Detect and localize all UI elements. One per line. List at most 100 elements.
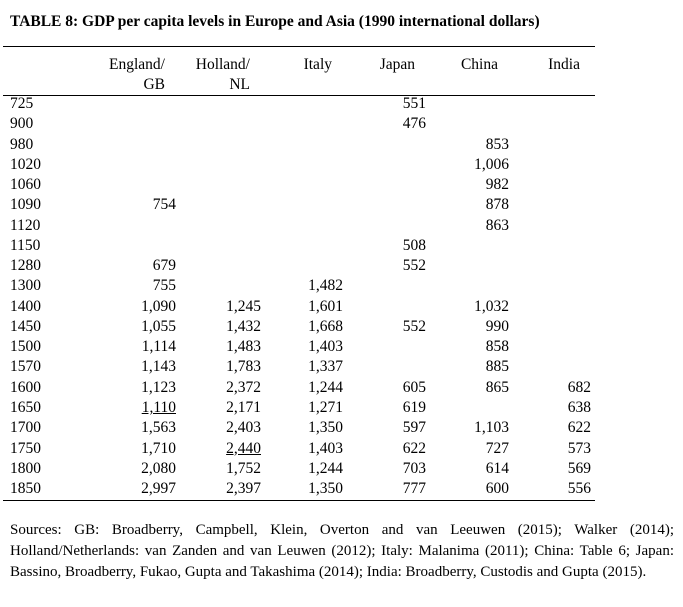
value-cell	[261, 195, 343, 215]
table-row: 1700 1,563 2,403 1,350 597 1,103 622	[0, 418, 591, 438]
year-cell: 1020	[10, 155, 41, 173]
value-cell: 551	[343, 94, 426, 114]
value-cell: 622	[509, 418, 591, 438]
column-header-line: Japan	[379, 56, 415, 73]
table-row: 725 551	[0, 94, 591, 114]
value-text: 2,171	[226, 398, 261, 416]
value-cell	[509, 135, 591, 155]
value-cell	[176, 155, 261, 175]
value-cell	[261, 94, 343, 114]
value-cell	[343, 216, 426, 236]
year-cell: 1150	[10, 236, 41, 254]
value-cell: 1,403	[261, 439, 343, 459]
value-cell	[509, 216, 591, 236]
value-cell	[509, 357, 591, 377]
value-cell	[41, 216, 176, 236]
value-cell	[343, 175, 426, 195]
value-cell	[509, 175, 591, 195]
year-cell: 1700	[10, 419, 41, 437]
year-cell: 1500	[10, 338, 41, 356]
value-text: 619	[402, 398, 426, 416]
value-cell	[509, 256, 591, 276]
value-text: 755	[152, 277, 176, 295]
table-title: TABLE 8: GDP per capita levels in Europe…	[10, 13, 540, 30]
value-text: 614	[485, 459, 509, 477]
value-text: 2,080	[141, 459, 176, 477]
table-row: 1060 982	[0, 175, 591, 195]
value-cell: 2,372	[176, 378, 261, 398]
value-cell: 614	[426, 459, 509, 479]
value-cell	[509, 114, 591, 134]
value-text: 982	[485, 176, 509, 194]
value-cell: 679	[41, 256, 176, 276]
value-cell: 1,563	[41, 418, 176, 438]
value-cell	[261, 256, 343, 276]
value-cell	[426, 398, 509, 418]
value-cell: 1,006	[426, 155, 509, 175]
value-cell	[509, 337, 591, 357]
value-cell	[176, 94, 261, 114]
value-cell: 1,710	[41, 439, 176, 459]
value-text: 1,483	[226, 338, 261, 356]
value-text: 777	[402, 480, 426, 498]
value-text: 878	[485, 196, 509, 214]
column-header: Italy	[304, 55, 332, 75]
value-cell	[176, 276, 261, 296]
value-text: 1,143	[141, 358, 176, 376]
table-row: 1570 1,143 1,783 1,337 885	[0, 357, 591, 377]
value-text: 569	[567, 459, 591, 477]
value-text: 551	[402, 95, 426, 112]
value-cell: 777	[343, 479, 426, 499]
value-cell	[41, 236, 176, 256]
value-text: 508	[402, 236, 426, 254]
column-header-line: England/	[109, 56, 165, 73]
value-cell	[343, 297, 426, 317]
value-cell: 1,114	[41, 337, 176, 357]
table-row: 1090 754 878	[0, 195, 591, 215]
value-text: 597	[402, 419, 426, 437]
value-cell: 600	[426, 479, 509, 499]
value-cell	[509, 94, 591, 114]
value-cell: 605	[343, 378, 426, 398]
value-text: 727	[485, 439, 509, 457]
value-cell: 1,143	[41, 357, 176, 377]
year-cell: 1450	[10, 317, 41, 335]
table-row: 1800 2,080 1,752 1,244 703 614 569	[0, 459, 591, 479]
value-text: 1,403	[308, 338, 343, 356]
value-cell	[509, 276, 591, 296]
value-cell: 1,403	[261, 337, 343, 357]
table-row: 1280 679 552	[0, 256, 591, 276]
year-cell: 1570	[10, 358, 41, 376]
value-cell: 1,244	[261, 459, 343, 479]
table-row: 1750 1,710 2,440 1,403 622 727 573	[0, 439, 591, 459]
value-cell: 1,244	[261, 378, 343, 398]
value-cell	[426, 114, 509, 134]
value-text: 1,245	[226, 297, 261, 315]
value-text: 1,244	[308, 459, 343, 477]
value-cell: 508	[343, 236, 426, 256]
value-text: 638	[567, 398, 591, 416]
value-cell: 1,668	[261, 317, 343, 337]
column-header-line: Holland/	[195, 56, 250, 73]
value-cell	[509, 155, 591, 175]
column-header: England/GB	[109, 55, 165, 95]
value-cell	[261, 216, 343, 236]
value-cell: 1,783	[176, 357, 261, 377]
value-text: 2,397	[226, 480, 261, 498]
table-row: 1300 755 1,482	[0, 276, 591, 296]
value-text: 552	[402, 317, 426, 335]
value-text: 1,103	[474, 419, 509, 437]
value-text: 1,432	[226, 317, 261, 335]
value-cell	[261, 155, 343, 175]
value-text: 622	[402, 439, 426, 457]
year-cell: 1650	[10, 398, 41, 416]
value-text: 2,403	[226, 419, 261, 437]
value-cell: 1,103	[426, 418, 509, 438]
value-text: 1,114	[141, 338, 176, 356]
value-cell	[176, 195, 261, 215]
value-cell: 858	[426, 337, 509, 357]
value-cell: 1,482	[261, 276, 343, 296]
value-cell: 703	[343, 459, 426, 479]
value-text: 1,337	[308, 358, 343, 376]
sources-note: Sources: GB: Broadberry, Campbell, Klein…	[10, 522, 674, 580]
